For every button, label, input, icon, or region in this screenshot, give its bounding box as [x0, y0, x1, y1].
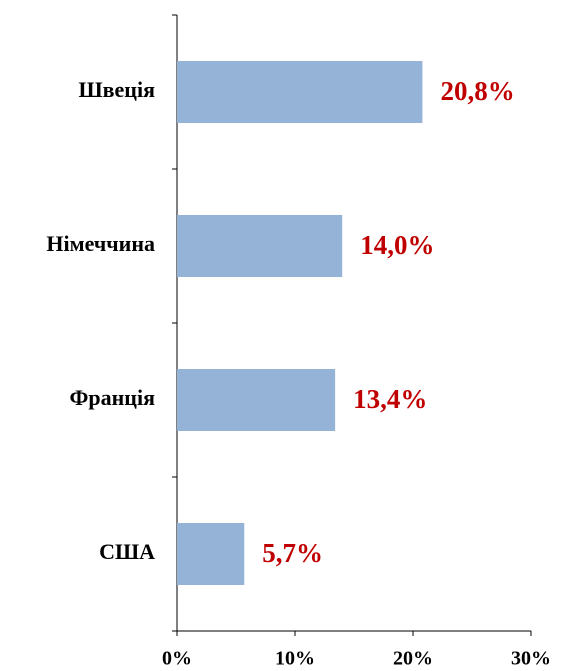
bar [177, 369, 336, 431]
value-label: 14,0% [360, 230, 434, 260]
bar [177, 61, 423, 123]
x-tick-label: 10% [275, 648, 315, 670]
y-tick-label: Швеція [79, 77, 156, 102]
value-label: 5,7% [262, 538, 323, 568]
y-tick-label: США [99, 539, 155, 564]
value-label: 20,8% [440, 76, 514, 106]
y-tick-label: Німеччина [46, 231, 155, 256]
x-tick-label: 30% [511, 648, 551, 670]
value-label: 13,4% [353, 384, 427, 414]
bar [177, 523, 245, 585]
y-tick-label: Франція [70, 385, 156, 410]
bar [177, 215, 343, 277]
x-tick-label: 0% [162, 648, 192, 670]
x-tick-label: 20% [393, 648, 433, 670]
